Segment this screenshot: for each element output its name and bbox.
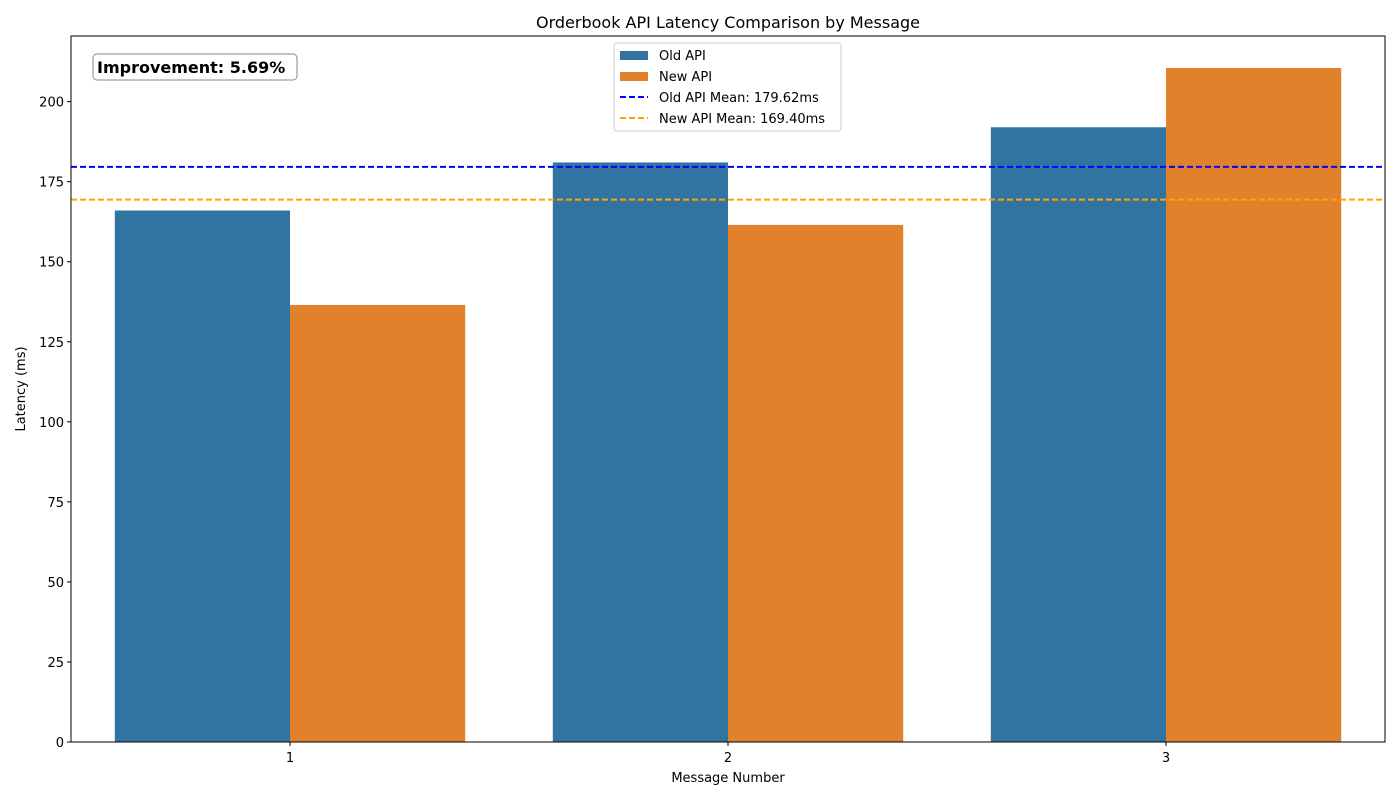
y-tick-label-100: 100 [39,416,64,431]
chart-title: Orderbook API Latency Comparison by Mess… [536,13,920,32]
y-axis-label: Latency (ms) [14,346,29,431]
legend-label-old-mean: Old API Mean: 179.62ms [659,91,819,106]
legend-label-new-mean: New API Mean: 169.40ms [659,112,825,127]
bar-old-api-3 [990,127,1166,742]
bar-new-api-1 [290,304,466,742]
legend-box [613,42,842,132]
y-tick-label-150: 150 [39,256,64,271]
y-tick-label-25: 25 [47,656,64,671]
bar-old-api-2 [552,162,728,742]
annotation-box [92,53,298,81]
y-tick-label-125: 125 [39,336,64,351]
y-tick-label-50: 50 [47,576,64,591]
x-tick-label-1: 1 [286,751,294,766]
bar-new-api-2 [728,224,904,742]
legend-label-new-api: New API [659,70,712,85]
bar-old-api-1 [114,210,290,742]
x-tick-label-3: 3 [1162,751,1170,766]
annotation-text: Improvement: 5.69% [97,58,285,77]
legend-swatch-new-api [620,72,648,81]
legend-label-old-api: Old API [659,49,706,64]
x-axis-label: Message Number [671,771,785,786]
y-tick-label-175: 175 [39,176,64,191]
x-tick-label-2: 2 [724,751,732,766]
bar-new-api-3 [1166,68,1342,743]
legend-swatch-old-api [620,51,648,60]
y-tick-label-75: 75 [47,496,64,511]
legend: Old API New API Old API Mean: 179.62ms N… [613,42,842,132]
plot-area: 0 25 50 75 100 125 150 175 200 1 2 3 [39,35,1386,766]
y-tick-label-0: 0 [56,736,64,751]
improvement-annotation: Improvement: 5.69% [92,53,298,81]
y-tick-label-200: 200 [39,96,64,111]
